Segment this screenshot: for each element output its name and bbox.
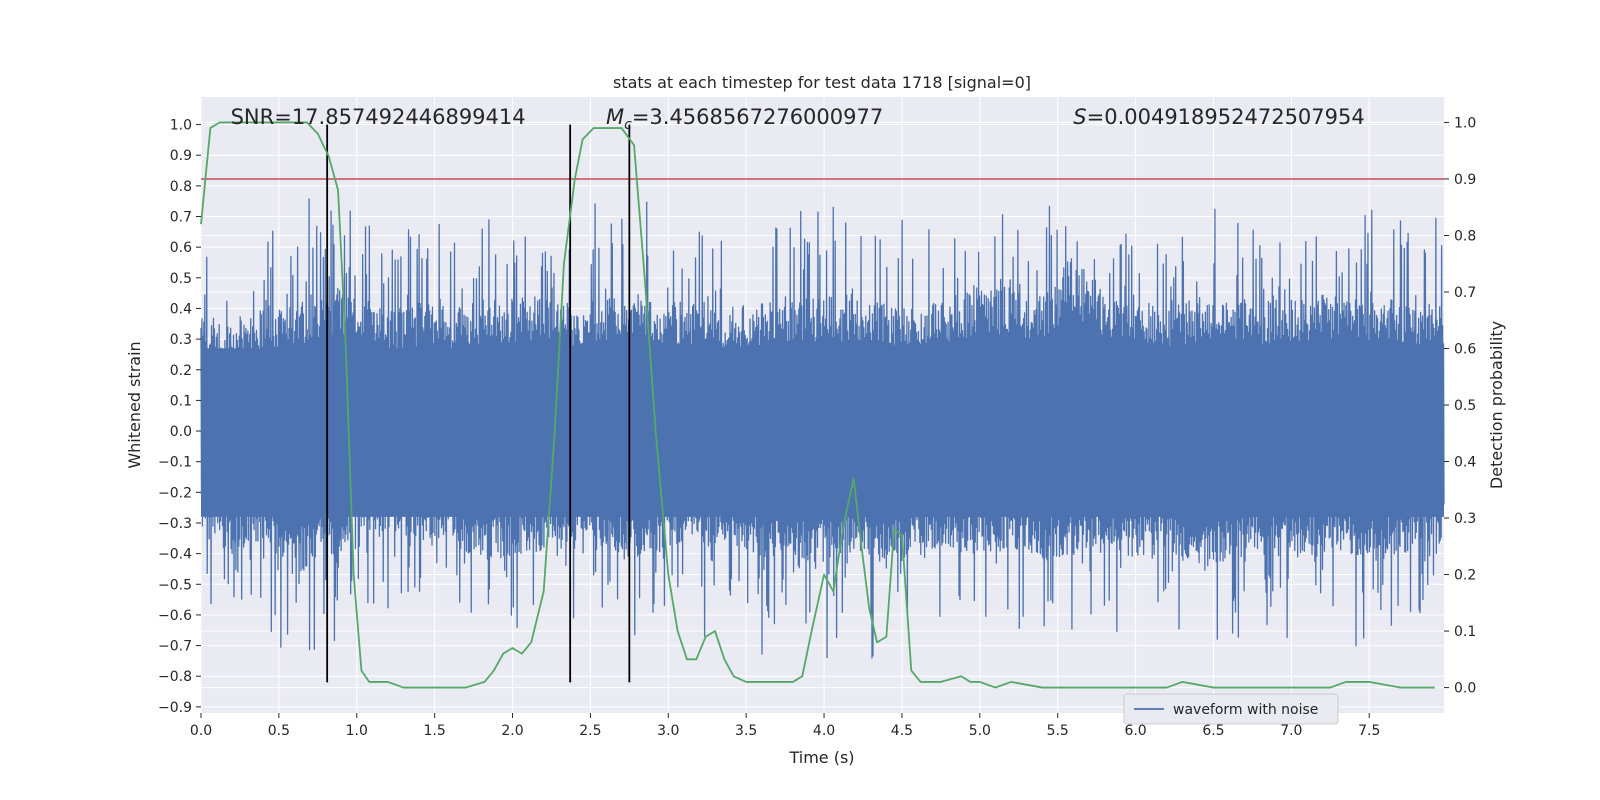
legend-label-waveform: waveform with noise xyxy=(1173,702,1318,718)
y-tick-label: −0.8 xyxy=(158,669,192,685)
y2-tick-label: 0.0 xyxy=(1454,681,1476,697)
y-tick-label: −0.3 xyxy=(158,516,192,532)
y2-tick-label: 0.5 xyxy=(1454,398,1476,414)
y2-tick-label: 1.0 xyxy=(1454,115,1476,131)
y2-tick-label: 0.1 xyxy=(1454,624,1476,640)
snr-annotation: SNR=17.857492446899414 xyxy=(231,105,526,129)
y-tick-label: 0.0 xyxy=(170,424,192,440)
y-tick-label: 0.6 xyxy=(170,240,192,256)
x-tick-label: 7.5 xyxy=(1358,723,1380,739)
x-tick-label: 4.0 xyxy=(813,723,835,739)
y-tick-label: −0.2 xyxy=(158,485,192,501)
y-tick-label: −0.1 xyxy=(158,455,192,471)
y-tick-label: 0.1 xyxy=(170,393,192,409)
chirp-mass-annotation: Mc=3.4568567276000977 xyxy=(606,105,883,133)
x-tick-label: 1.5 xyxy=(424,723,446,739)
x-tick-label: 7.0 xyxy=(1280,723,1302,739)
y-tick-label: −0.9 xyxy=(158,700,192,716)
y-tick-label: 0.3 xyxy=(170,332,192,348)
y2-tick-label: 0.9 xyxy=(1454,172,1476,188)
y-tick-label: 0.2 xyxy=(170,363,192,379)
x-tick-label: 3.5 xyxy=(735,723,757,739)
y-tick-label: 0.8 xyxy=(170,179,192,195)
x-tick-label: 6.5 xyxy=(1202,723,1224,739)
y2-axis-label: Detection probability xyxy=(1487,321,1506,489)
x-tick-label: 5.0 xyxy=(969,723,991,739)
y2-tick-label: 0.2 xyxy=(1454,568,1476,584)
y-tick-label: 0.4 xyxy=(170,301,192,317)
s-annotation: S=0.004918952472507954 xyxy=(1073,105,1364,129)
legend: waveform with noise xyxy=(1123,693,1339,725)
y2-tick-label: 0.3 xyxy=(1454,511,1476,527)
y-tick-label: −0.6 xyxy=(158,608,192,624)
x-tick-label: 1.0 xyxy=(346,723,368,739)
y-axis-label: Whitened strain xyxy=(125,341,144,468)
x-tick-label: 6.0 xyxy=(1124,723,1146,739)
x-tick-label: 5.5 xyxy=(1047,723,1069,739)
y2-tick-label: 0.6 xyxy=(1454,341,1476,357)
x-axis-ticks: 0.0 0.5 1.0 1.5 2.0 2.5 3.0 3.5 4.0 4.5 5.0 5.5 6.0 6… xyxy=(190,713,1380,739)
probability-series xyxy=(200,121,1435,689)
y-tick-label: −0.5 xyxy=(158,577,192,593)
y-tick-label: 0.7 xyxy=(170,210,192,226)
x-tick-label: 4.5 xyxy=(891,723,913,739)
y2-tick-label: 0.7 xyxy=(1454,285,1476,301)
y-tick-label: −0.7 xyxy=(158,639,192,655)
legend-box xyxy=(1123,693,1339,725)
x-tick-label: 2.0 xyxy=(501,723,523,739)
x-tick-label: 0.0 xyxy=(190,723,212,739)
chart-title: stats at each timestep for test data 171… xyxy=(613,73,1031,92)
y2-tick-label: 0.8 xyxy=(1454,228,1476,244)
x-axis-label: Time (s) xyxy=(788,748,854,767)
x-tick-label: 0.5 xyxy=(268,723,290,739)
y-tick-label: 1.0 xyxy=(170,118,192,134)
probability-line xyxy=(200,121,1435,689)
annotations: SNR=17.857492446899414 Mc=3.4568567276000… xyxy=(231,105,1365,133)
y-tick-label: −0.4 xyxy=(158,547,192,563)
strain-dense-band xyxy=(201,348,1444,517)
y-axis-ticks: 1.0 0.9 0.8 0.7 0.6 0.5 0.4 0.3 0.2 0.1 0.0 −0.1 −0.… xyxy=(158,118,201,716)
y-tick-label: 0.5 xyxy=(170,271,192,287)
strain-series xyxy=(200,198,1445,659)
x-tick-label: 2.5 xyxy=(579,723,601,739)
x-tick-label: 3.0 xyxy=(657,723,679,739)
y2-tick-label: 0.4 xyxy=(1454,455,1476,471)
y2-axis-ticks: 1.0 0.9 0.8 0.7 0.6 0.5 0.4 0.3 0.2 0.1 0.0 xyxy=(1444,115,1476,697)
y-tick-label: 0.9 xyxy=(170,148,192,164)
